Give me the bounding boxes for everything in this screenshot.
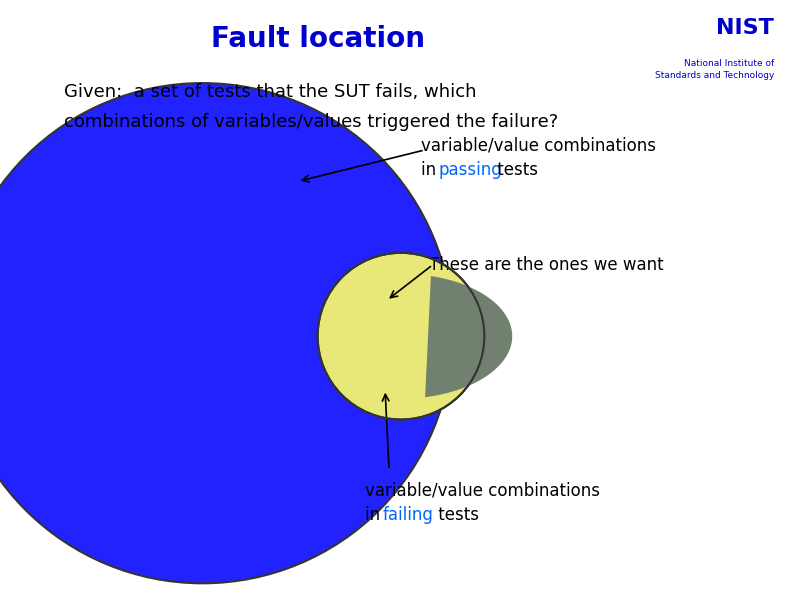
Text: NIST: NIST — [716, 18, 774, 38]
Text: tests: tests — [492, 161, 538, 178]
Text: in: in — [365, 506, 386, 524]
Text: Given:  a set of tests that the SUT fails, which: Given: a set of tests that the SUT fails… — [64, 83, 476, 101]
Text: variable/value combinations: variable/value combinations — [365, 482, 600, 500]
Text: passing: passing — [438, 161, 502, 178]
Text: These are the ones we want: These are the ones we want — [429, 256, 663, 274]
Ellipse shape — [0, 83, 453, 583]
Text: National Institute of
Standards and Technology: National Institute of Standards and Tech… — [655, 60, 774, 80]
Text: variable/value combinations: variable/value combinations — [421, 137, 656, 155]
Text: tests: tests — [433, 506, 479, 524]
PathPatch shape — [425, 276, 512, 397]
Ellipse shape — [318, 253, 484, 419]
Text: Fault location: Fault location — [210, 24, 425, 53]
Text: failing: failing — [383, 506, 434, 524]
Text: combinations of variables/values triggered the failure?: combinations of variables/values trigger… — [64, 113, 557, 131]
Text: in: in — [421, 161, 441, 178]
